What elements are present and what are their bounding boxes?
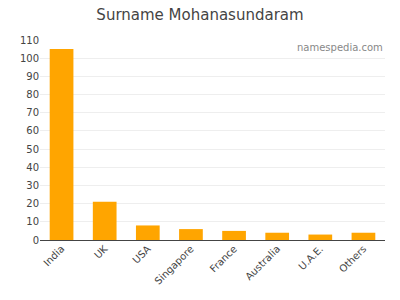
svg-text:90: 90 [26,71,39,82]
svg-text:Surname Mohanasundaram: Surname Mohanasundaram [96,6,303,24]
svg-text:India: India [41,243,66,268]
svg-text:20: 20 [26,198,39,209]
svg-text:0: 0 [33,235,39,246]
svg-text:70: 70 [26,107,39,118]
svg-text:100: 100 [20,53,39,64]
svg-text:30: 30 [26,180,39,191]
svg-text:10: 10 [26,216,39,227]
svg-text:USA: USA [130,243,153,266]
svg-text:Australia: Australia [243,243,282,282]
svg-text:80: 80 [26,89,39,100]
svg-text:France: France [208,243,239,274]
svg-text:60: 60 [26,125,39,136]
svg-text:UK: UK [92,243,110,261]
svg-text:40: 40 [26,162,39,173]
svg-text:110: 110 [20,35,39,46]
svg-text:Others: Others [337,243,369,275]
svg-text:Singapore: Singapore [152,243,195,286]
svg-text:namespedia.com: namespedia.com [297,42,383,53]
svg-text:U.A.E.: U.A.E. [296,243,325,272]
svg-text:50: 50 [26,144,39,155]
